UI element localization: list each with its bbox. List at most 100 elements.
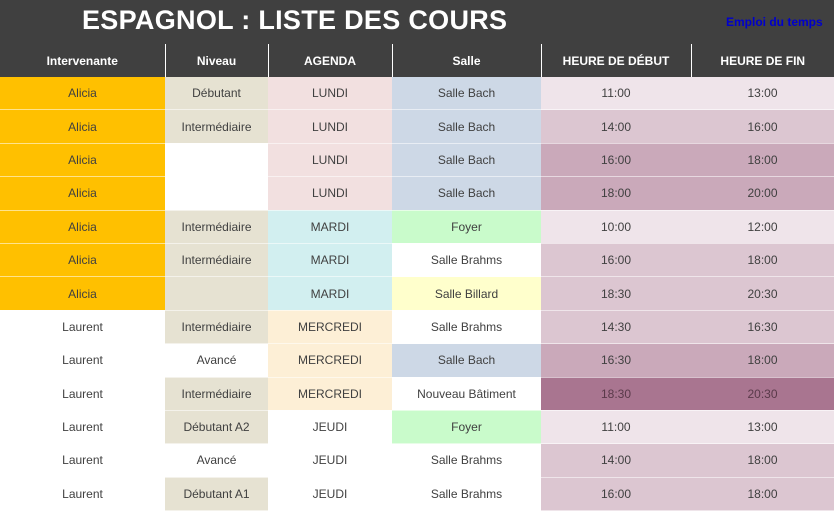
table-row: Laurent Avancé MERCREDI Salle Bach 16:30 18:0…	[0, 343, 834, 378]
cell-salle[interactable]: Foyer	[392, 210, 541, 244]
cell-niveau[interactable]: Débutant A2	[165, 410, 268, 445]
cell-heure-fin[interactable]: 20:30	[691, 276, 834, 311]
cell-agenda[interactable]: MERCREDI	[268, 343, 392, 378]
cell-heure-fin[interactable]: 20:00	[691, 176, 834, 211]
cell-intervenante[interactable]: Laurent	[0, 310, 165, 345]
column-header-salle[interactable]: Salle	[391, 44, 541, 77]
cell-agenda[interactable]: JEUDI	[268, 410, 392, 445]
cell-intervenante[interactable]: Laurent	[0, 477, 165, 511]
cell-intervenante[interactable]: Alicia	[0, 243, 165, 278]
cell-agenda[interactable]: JEUDI	[268, 443, 392, 478]
cell-niveau[interactable]	[165, 276, 268, 311]
cell-heure-debut[interactable]: 16:00	[541, 243, 691, 278]
cell-niveau[interactable]	[165, 143, 268, 178]
table-row: Alicia Intermédiaire MARDI Salle Brahms 16:0…	[0, 243, 834, 278]
table-row: Alicia Débutant LUNDI Salle Bach 11:00 13:00	[0, 77, 834, 111]
cell-agenda[interactable]: JEUDI	[268, 477, 392, 511]
page-title: ESPAGNOL : LISTE DES COURS	[82, 5, 508, 35]
cell-salle[interactable]: Salle Brahms	[392, 477, 541, 511]
cell-agenda[interactable]: MERCREDI	[268, 310, 392, 345]
emploi-du-temps-link[interactable]: Emploi du temps	[726, 15, 823, 29]
cell-salle[interactable]: Salle Brahms	[392, 243, 541, 278]
courses-table: Intervenante Niveau AGENDA Salle HEURE D…	[0, 44, 834, 511]
cell-niveau[interactable]: Intermédiaire	[165, 377, 268, 411]
column-header-niveau[interactable]: Niveau	[164, 44, 268, 77]
cell-heure-debut[interactable]: 11:00	[541, 77, 691, 111]
cell-intervenante[interactable]: Alicia	[0, 77, 165, 111]
cell-heure-fin[interactable]: 18:00	[691, 243, 834, 278]
cell-intervenante[interactable]: Alicia	[0, 109, 165, 144]
cell-salle[interactable]: Salle Bach	[392, 109, 541, 144]
cell-intervenante[interactable]: Laurent	[0, 410, 165, 445]
cell-heure-fin[interactable]: 13:00	[691, 410, 834, 445]
cell-heure-debut[interactable]: 14:30	[541, 310, 691, 345]
cell-intervenante[interactable]: Alicia	[0, 276, 165, 311]
cell-intervenante[interactable]: Alicia	[0, 176, 165, 211]
table-row: Laurent Intermédiaire MERCREDI Salle Brahms…	[0, 310, 834, 345]
cell-heure-debut[interactable]: 16:30	[541, 343, 691, 378]
column-header-intervenante[interactable]: Intervenante	[0, 44, 165, 77]
cell-niveau[interactable]: Intermédiaire	[165, 243, 268, 278]
cell-agenda[interactable]: LUNDI	[268, 176, 392, 211]
cell-salle[interactable]: Salle Billard	[392, 276, 541, 311]
column-header-agenda[interactable]: AGENDA	[267, 44, 392, 77]
cell-heure-debut[interactable]: 18:30	[541, 377, 691, 411]
cell-niveau[interactable]: Débutant A1	[165, 477, 268, 511]
cell-agenda[interactable]: MERCREDI	[268, 377, 392, 411]
cell-salle[interactable]: Salle Brahms	[392, 443, 541, 478]
table-row: Laurent Débutant A1 JEUDI Salle Brahms 16:00…	[0, 477, 834, 511]
cell-heure-fin[interactable]: 20:30	[691, 377, 834, 411]
cell-salle[interactable]: Salle Bach	[392, 143, 541, 178]
title-bar	[0, 0, 834, 44]
cell-heure-debut[interactable]: 18:30	[541, 276, 691, 311]
cell-agenda[interactable]: MARDI	[268, 210, 392, 244]
cell-heure-debut[interactable]: 14:00	[541, 109, 691, 144]
cell-intervenante[interactable]: Alicia	[0, 210, 165, 244]
cell-niveau[interactable]: Débutant	[165, 77, 268, 111]
cell-heure-fin[interactable]: 16:00	[691, 109, 834, 144]
cell-salle[interactable]: Nouveau Bâtiment	[392, 377, 541, 411]
cell-intervenante[interactable]: Alicia	[0, 143, 165, 178]
cell-niveau[interactable]: Avancé	[165, 443, 268, 478]
cell-agenda[interactable]: MARDI	[268, 243, 392, 278]
cell-agenda[interactable]: MARDI	[268, 276, 392, 311]
table-row: Laurent Intermédiaire MERCREDI Nouveau Bâti…	[0, 377, 834, 411]
cell-agenda[interactable]: LUNDI	[268, 77, 392, 111]
table-row: Alicia Intermédiaire LUNDI Salle Bach 14:00 1…	[0, 109, 834, 144]
cell-salle[interactable]: Salle Bach	[392, 176, 541, 211]
cell-heure-fin[interactable]: 18:00	[691, 443, 834, 478]
table-header-row: Intervenante Niveau AGENDA Salle HEURE D…	[0, 44, 834, 77]
cell-niveau[interactable]: Intermédiaire	[165, 310, 268, 345]
cell-heure-debut[interactable]: 14:00	[541, 443, 691, 478]
cell-niveau[interactable]	[165, 176, 268, 211]
cell-heure-debut[interactable]: 16:00	[541, 477, 691, 511]
cell-heure-debut[interactable]: 16:00	[541, 143, 691, 178]
cell-agenda[interactable]: LUNDI	[268, 143, 392, 178]
cell-heure-fin[interactable]: 18:00	[691, 143, 834, 178]
table-row: Laurent Avancé JEUDI Salle Brahms 14:00 18:00	[0, 443, 834, 478]
cell-heure-fin[interactable]: 16:30	[691, 310, 834, 345]
cell-heure-fin[interactable]: 18:00	[691, 343, 834, 378]
cell-intervenante[interactable]: Laurent	[0, 343, 165, 378]
cell-intervenante[interactable]: Laurent	[0, 377, 165, 411]
cell-heure-debut[interactable]: 10:00	[541, 210, 691, 244]
cell-salle[interactable]: Foyer	[392, 410, 541, 445]
cell-heure-fin[interactable]: 18:00	[691, 477, 834, 511]
cell-heure-debut[interactable]: 18:00	[541, 176, 691, 211]
cell-agenda[interactable]: LUNDI	[268, 109, 392, 144]
cell-salle[interactable]: Salle Brahms	[392, 310, 541, 345]
cell-salle[interactable]: Salle Bach	[392, 343, 541, 378]
cell-heure-debut[interactable]: 11:00	[541, 410, 691, 445]
cell-heure-fin[interactable]: 13:00	[691, 77, 834, 111]
table-row: Alicia Intermédiaire MARDI Foyer 10:00 12:00	[0, 210, 834, 244]
cell-intervenante[interactable]: Laurent	[0, 443, 165, 478]
table-row: Alicia MARDI Salle Billard 18:30 20:30	[0, 276, 834, 311]
table-row: Alicia LUNDI Salle Bach 16:00 18:00	[0, 143, 834, 178]
column-header-heure-fin[interactable]: HEURE DE FIN	[690, 44, 834, 77]
cell-niveau[interactable]: Intermédiaire	[165, 109, 268, 144]
column-header-heure-debut[interactable]: HEURE DE DÉBUT	[540, 44, 691, 77]
cell-niveau[interactable]: Avancé	[165, 343, 268, 378]
cell-niveau[interactable]: Intermédiaire	[165, 210, 268, 244]
cell-salle[interactable]: Salle Bach	[392, 77, 541, 111]
cell-heure-fin[interactable]: 12:00	[691, 210, 834, 244]
